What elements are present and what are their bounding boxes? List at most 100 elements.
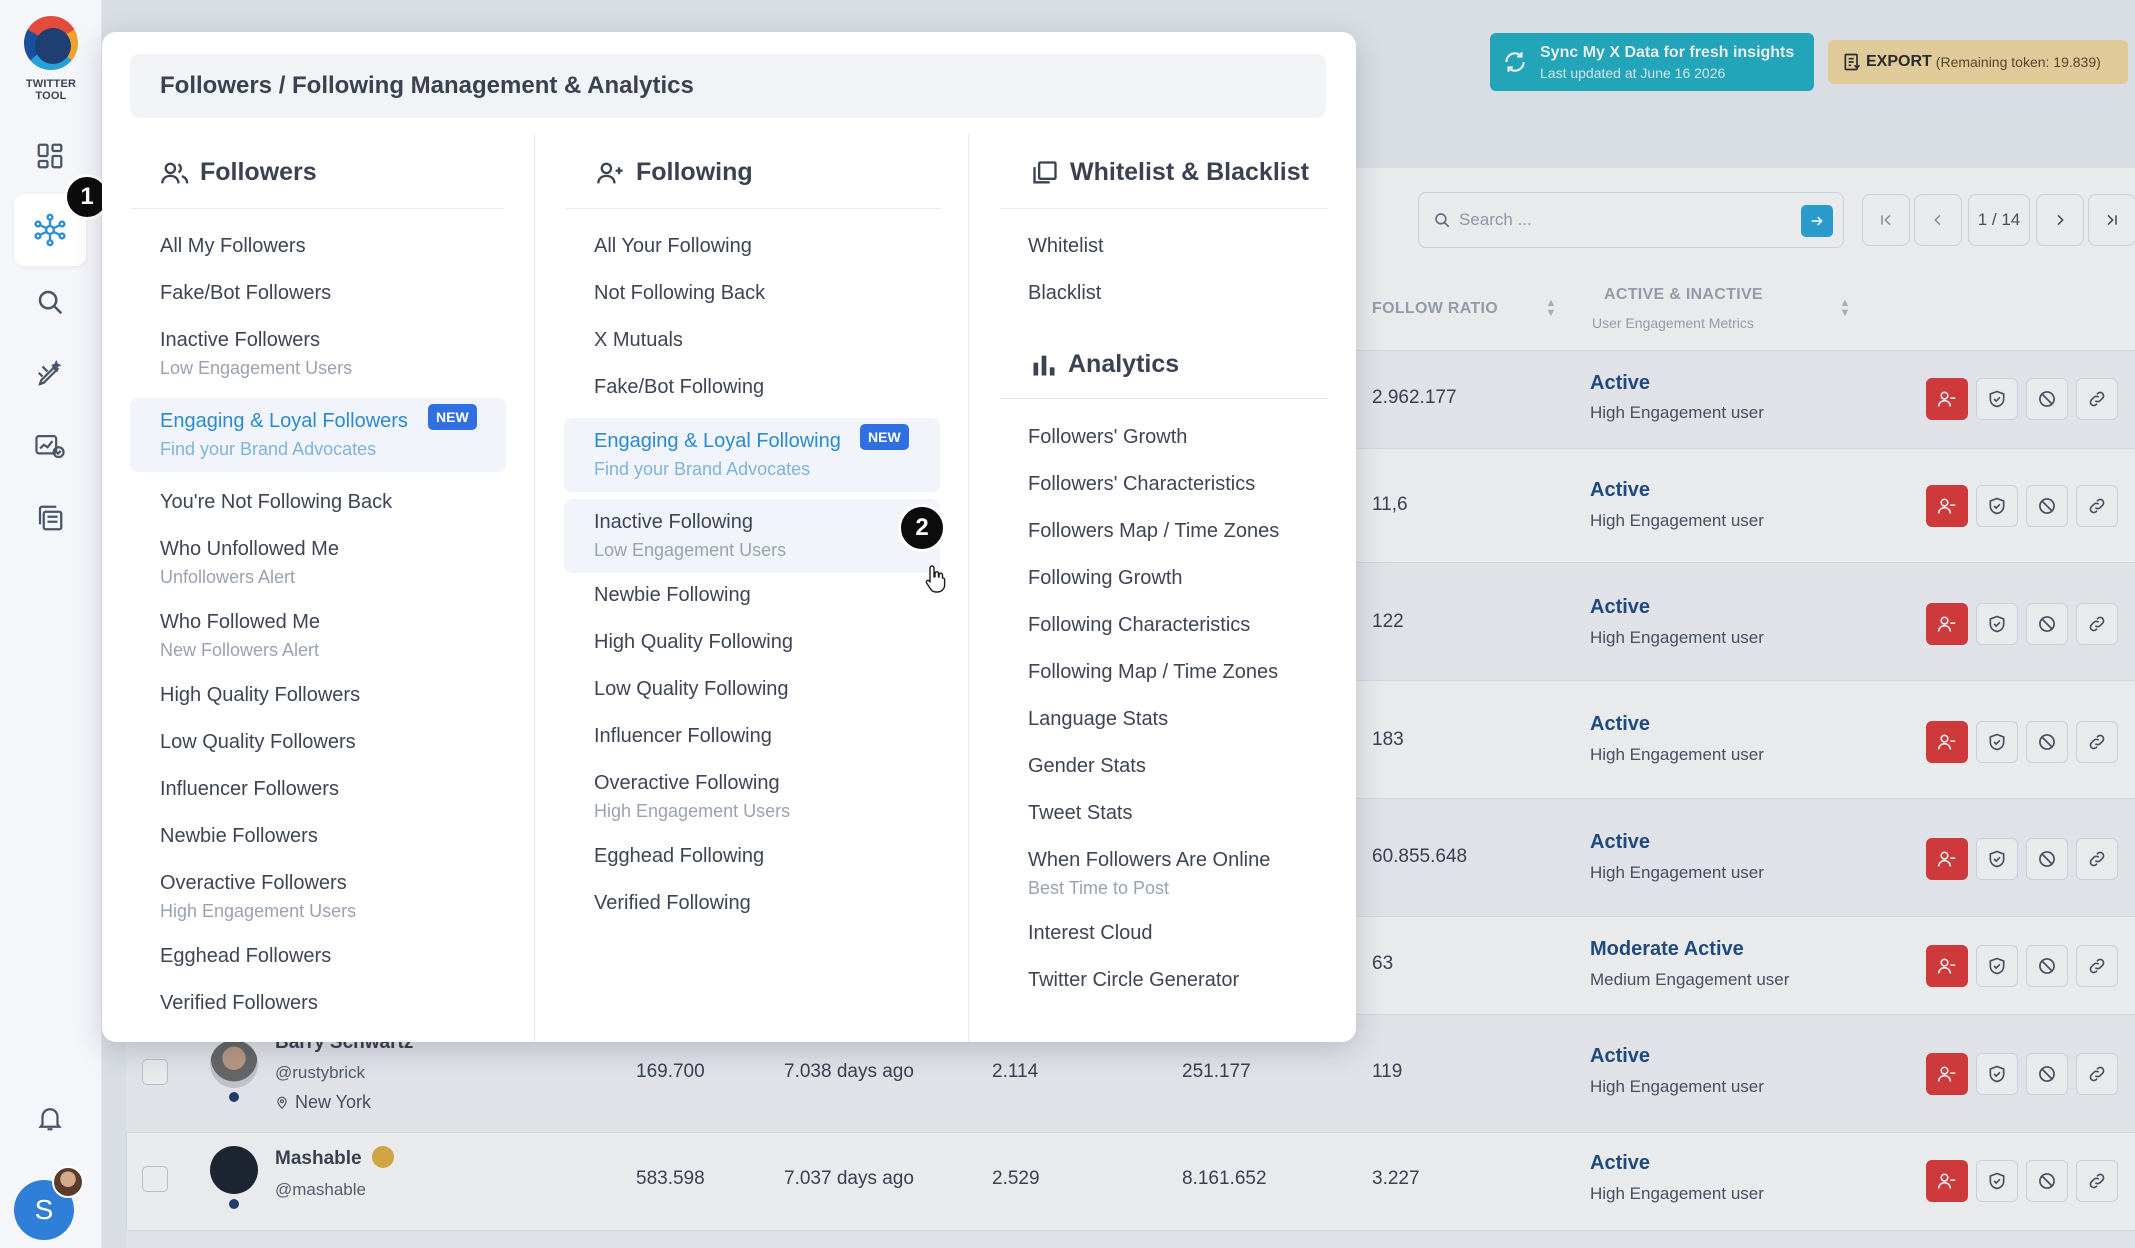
unfollow-button[interactable] <box>1926 1053 1968 1095</box>
menu-item[interactable]: Egghead Following <box>594 845 765 867</box>
menu-item[interactable]: Tweet Stats <box>1028 802 1133 824</box>
profile-link-button[interactable] <box>2076 721 2118 763</box>
menu-item[interactable]: Twitter Circle Generator <box>1028 969 1240 991</box>
menu-item[interactable]: High Quality Followers <box>160 684 361 706</box>
menu-item[interactable]: Interest Cloud <box>1028 922 1153 944</box>
bell-icon[interactable] <box>14 1082 86 1154</box>
first-page-button[interactable] <box>1862 194 1910 246</box>
menu-item[interactable]: Gender Stats <box>1028 755 1146 777</box>
search-submit-button[interactable] <box>1801 205 1833 237</box>
copy-icon[interactable] <box>14 482 86 554</box>
network-icon[interactable] <box>14 194 86 266</box>
menu-item[interactable]: Who Followed Me <box>160 611 321 633</box>
menu-item[interactable]: Influencer Following <box>594 725 772 747</box>
menu-item[interactable]: All Your Following <box>594 235 752 257</box>
menu-item[interactable]: Engaging & Loyal Followers <box>160 410 408 432</box>
menu-item[interactable]: Following Growth <box>1028 567 1183 589</box>
whitelist-button[interactable] <box>1976 838 2018 880</box>
menu-item[interactable]: Followers' Growth <box>1028 426 1188 448</box>
menu-item[interactable]: Whitelist <box>1028 235 1104 257</box>
row-checkbox[interactable] <box>142 1166 168 1192</box>
search-icon[interactable] <box>14 266 86 338</box>
row-checkbox[interactable] <box>142 1059 168 1085</box>
unfollow-button[interactable] <box>1926 721 1968 763</box>
profile-link-button[interactable] <box>2076 945 2118 987</box>
blacklist-button[interactable] <box>2026 1160 2068 1202</box>
app-logo[interactable]: TWITTER TOOL <box>12 16 90 102</box>
menu-item[interactable]: Low Quality Followers <box>160 731 356 753</box>
blacklist-button[interactable] <box>2026 721 2068 763</box>
whitelist-button[interactable] <box>1976 945 2018 987</box>
table-row[interactable] <box>126 1132 2135 1230</box>
blacklist-button[interactable] <box>2026 485 2068 527</box>
next-page-button[interactable] <box>2036 194 2084 246</box>
menu-item[interactable]: Verified Followers <box>160 992 318 1014</box>
whitelist-button[interactable] <box>1976 378 2018 420</box>
menu-item[interactable]: Not Following Back <box>594 282 766 304</box>
sort-icon[interactable]: ▲ ▼ <box>1545 297 1557 319</box>
whitelist-button[interactable] <box>1976 603 2018 645</box>
col-follow-ratio[interactable]: FOLLOW RATIO <box>1372 300 1498 317</box>
blacklist-button[interactable] <box>2026 838 2068 880</box>
menu-item[interactable]: Egghead Followers <box>160 945 332 967</box>
analytics-heading: Analytics <box>1030 350 1179 379</box>
profile-link-button[interactable] <box>2076 1160 2118 1202</box>
blacklist-button[interactable] <box>2026 1053 2068 1095</box>
unfollow-button[interactable] <box>1926 838 1968 880</box>
unfollow-button[interactable] <box>1926 1160 1968 1202</box>
menu-item[interactable]: Inactive Following <box>594 511 753 533</box>
menu-item[interactable]: Following Map / Time Zones <box>1028 661 1279 683</box>
menu-item[interactable]: Followers' Characteristics <box>1028 473 1256 495</box>
menu-item[interactable]: Newbie Followers <box>160 825 318 847</box>
menu-item[interactable]: You're Not Following Back <box>160 491 393 513</box>
menu-item[interactable]: Influencer Followers <box>160 778 339 800</box>
search-input[interactable]: Search ... <box>1418 192 1844 248</box>
blacklist-button[interactable] <box>2026 378 2068 420</box>
menu-item[interactable]: Followers Map / Time Zones <box>1028 520 1280 542</box>
menu-item-highlight[interactable] <box>564 499 940 573</box>
unfollow-button[interactable] <box>1926 945 1968 987</box>
unfollow-button[interactable] <box>1926 485 1968 527</box>
profile-link-button[interactable] <box>2076 838 2118 880</box>
unfollow-button[interactable] <box>1926 378 1968 420</box>
menu-item[interactable]: Overactive Following <box>594 772 780 794</box>
menu-item[interactable]: Low Quality Following <box>594 678 789 700</box>
menu-item[interactable]: Inactive Followers <box>160 329 321 351</box>
col-active-inactive[interactable]: ACTIVE & INACTIVE <box>1604 286 1763 303</box>
menu-item[interactable]: Language Stats <box>1028 708 1169 730</box>
menu-item[interactable]: High Quality Following <box>594 631 793 653</box>
menu-item[interactable]: Who Unfollowed Me <box>160 538 339 560</box>
menu-item[interactable]: Overactive Followers <box>160 872 347 894</box>
whitelist-button[interactable] <box>1976 485 2018 527</box>
user-name[interactable]: Mashable <box>275 1148 362 1169</box>
export-button[interactable]: EXPORT (Remaining token: 19.839) <box>1828 40 2128 84</box>
menu-item[interactable]: Fake/Bot Followers <box>160 282 332 304</box>
profile-link-button[interactable] <box>2076 485 2118 527</box>
menu-item[interactable]: Blacklist <box>1028 282 1102 304</box>
blacklist-button[interactable] <box>2026 945 2068 987</box>
whitelist-button[interactable] <box>1976 1053 2018 1095</box>
menu-item[interactable]: Fake/Bot Following <box>594 376 765 398</box>
menu-item[interactable]: Verified Following <box>594 892 751 914</box>
menu-item[interactable]: When Followers Are Online <box>1028 849 1271 871</box>
profile-link-button[interactable] <box>2076 1053 2118 1095</box>
menu-item[interactable]: Newbie Following <box>594 584 751 606</box>
profile-link-button[interactable] <box>2076 378 2118 420</box>
unfollow-button[interactable] <box>1926 603 1968 645</box>
last-page-button[interactable] <box>2088 194 2135 246</box>
menu-item[interactable]: All My Followers <box>160 235 306 257</box>
menu-item[interactable]: Following Characteristics <box>1028 614 1251 636</box>
blacklist-button[interactable] <box>2026 603 2068 645</box>
chart-check-icon[interactable] <box>14 410 86 482</box>
dashboard-icon[interactable] <box>14 120 86 192</box>
table-row[interactable] <box>126 1230 2135 1248</box>
sync-data-button[interactable]: Sync My X Data for fresh insights Last u… <box>1490 33 1814 91</box>
pen-sparkle-icon[interactable] <box>14 338 86 410</box>
prev-page-button[interactable] <box>1914 194 1962 246</box>
whitelist-button[interactable] <box>1976 1160 2018 1202</box>
profile-link-button[interactable] <box>2076 603 2118 645</box>
menu-item[interactable]: Engaging & Loyal Following <box>594 430 841 452</box>
whitelist-button[interactable] <box>1976 721 2018 763</box>
sort-icon[interactable]: ▲ ▼ <box>1839 297 1851 319</box>
menu-item[interactable]: X Mutuals <box>594 329 683 351</box>
